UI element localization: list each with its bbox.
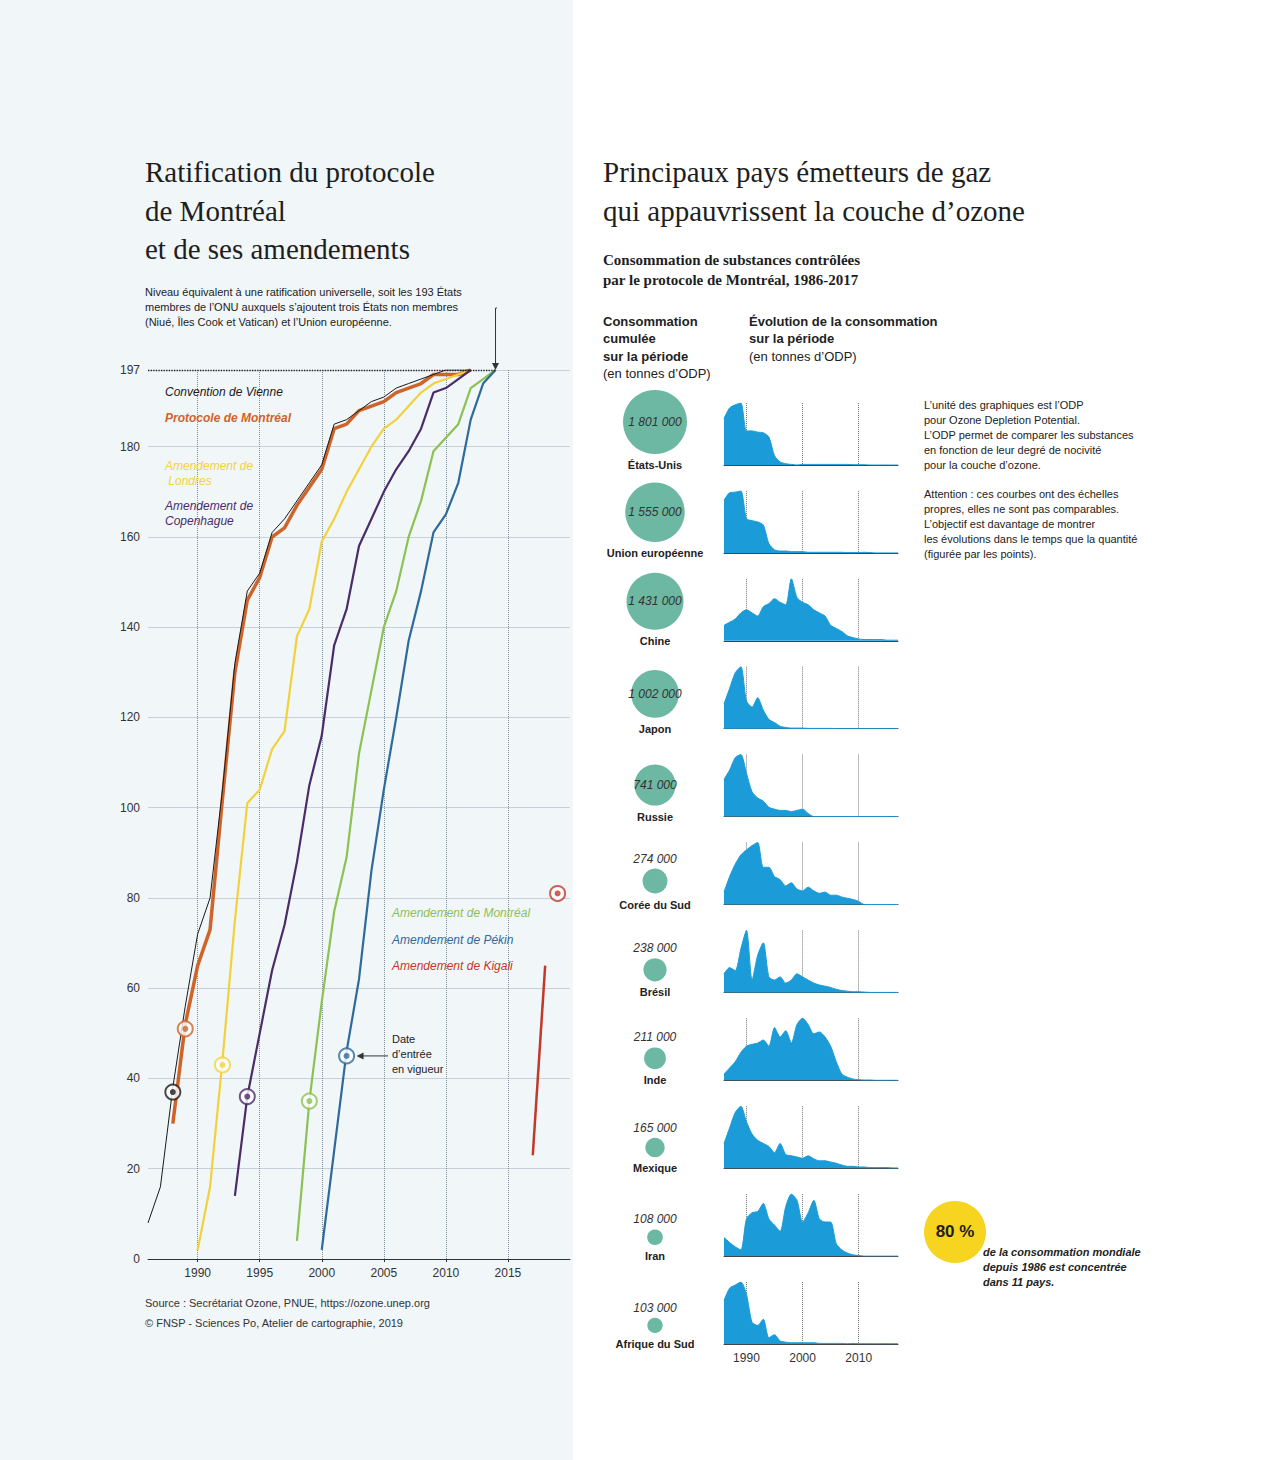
svg-text:1 002 000: 1 002 000 [628,687,682,701]
svg-text:dans 11 pays.: dans 11 pays. [983,1276,1054,1288]
svg-text:Amendement de Pékin: Amendement de Pékin [391,933,514,947]
svg-text:Mexique: Mexique [633,1162,677,1174]
svg-text:2000: 2000 [308,1266,335,1280]
svg-text:2005: 2005 [370,1266,397,1280]
svg-text:274 000: 274 000 [632,852,677,866]
svg-text:197: 197 [120,363,140,377]
svg-text:2000: 2000 [789,1351,816,1365]
svg-text:L’unité des graphiques est l’O: L’unité des graphiques est l’ODP [924,399,1084,411]
svg-text:Convention de Vienne: Convention de Vienne [165,385,283,399]
svg-text:20: 20 [127,1162,141,1176]
svg-text:1990: 1990 [733,1351,760,1365]
svg-text:Consommation: Consommation [603,314,698,329]
svg-text:(en tonnes d’ODP): (en tonnes d’ODP) [603,366,711,381]
svg-text:80 %: 80 % [936,1222,975,1241]
svg-text:140: 140 [120,620,140,634]
svg-text:60: 60 [127,981,141,995]
svg-text:80: 80 [127,891,141,905]
svg-text:120: 120 [120,710,140,724]
svg-text:qui appauvrissent la couche d’: qui appauvrissent la couche d’ozone [603,195,1025,227]
svg-text:membres de l’ONU auxquels s’aj: membres de l’ONU auxquels s’ajoutent tro… [145,301,459,313]
svg-text:sur la période: sur la période [749,331,834,346]
svg-text:1995: 1995 [246,1266,273,1280]
svg-text:Corée du Sud: Corée du Sud [619,899,691,911]
svg-text:États-Unis: États-Unis [628,459,682,471]
svg-text:Niveau équivalent à une ratifi: Niveau équivalent à une ratification uni… [145,286,462,298]
svg-text:en fonction de leur degré de n: en fonction de leur degré de nocivité [924,444,1101,456]
svg-text:Iran: Iran [645,1250,665,1262]
svg-text:2010: 2010 [433,1266,460,1280]
svg-text:0: 0 [133,1252,140,1266]
svg-text:de Montréal: de Montréal [145,195,286,227]
svg-text:et de ses amendements: et de ses amendements [145,233,410,265]
svg-text:108 000: 108 000 [633,1212,677,1226]
svg-text:180: 180 [120,440,140,454]
svg-text:Ratification du protocole: Ratification du protocole [145,156,435,188]
svg-text:Amendement de Kigali: Amendement de Kigali [391,959,513,973]
svg-text:Protocole de Montréal: Protocole de Montréal [165,411,292,425]
svg-text:par le protocole de Montréal,: par le protocole de Montréal, 1986-2017 [603,272,859,288]
svg-text:© FNSP - Sciences Po, Atelier: © FNSP - Sciences Po, Atelier de cartogr… [145,1317,403,1329]
svg-text:Amendement de Montréal: Amendement de Montréal [391,906,530,920]
svg-text:Date: Date [392,1033,415,1045]
svg-text:(figurée par les points).: (figurée par les points). [924,548,1037,560]
svg-text:Chine: Chine [640,635,671,647]
svg-text:2010: 2010 [845,1351,872,1365]
svg-text:Afrique du Sud: Afrique du Sud [616,1338,695,1350]
svg-text:d’entrée: d’entrée [392,1048,432,1060]
svg-text:sur la période: sur la période [603,349,688,364]
svg-text:(en tonnes d’ODP): (en tonnes d’ODP) [749,349,857,364]
svg-text:propres, elles ne sont pas com: propres, elles ne sont pas comparables. [924,503,1119,515]
svg-text:Russie: Russie [637,811,673,823]
svg-text:de la consommation mondiale: de la consommation mondiale [983,1246,1141,1258]
svg-text:1 431 000: 1 431 000 [628,594,682,608]
svg-text:en vigueur: en vigueur [392,1063,444,1075]
svg-text:pour la couche d’ozone.: pour la couche d’ozone. [924,459,1041,471]
svg-text:211 000: 211 000 [633,1030,677,1044]
svg-text:238 000: 238 000 [632,941,677,955]
svg-text:depuis 1986 est concentrée: depuis 1986 est concentrée [983,1261,1127,1273]
svg-text:40: 40 [127,1071,141,1085]
svg-text:les évolutions dans le temps q: les évolutions dans le temps que la quan… [924,533,1137,545]
svg-text:Inde: Inde [644,1074,667,1086]
svg-text:Principaux pays émetteurs de g: Principaux pays émetteurs de gaz [603,156,991,188]
svg-text:L’objectif est davantage de mo: L’objectif est davantage de montrer [924,518,1096,530]
svg-text:160: 160 [120,530,140,544]
svg-text:(Niué, Îles Cook et Vatican) e: (Niué, Îles Cook et Vatican) et l’Union … [145,316,392,328]
svg-text:1990: 1990 [184,1266,211,1280]
svg-text:1 801 000: 1 801 000 [628,415,682,429]
svg-text:Japon: Japon [639,723,672,735]
svg-text:165 000: 165 000 [633,1121,677,1135]
svg-text:Évolution de la consommation: Évolution de la consommation [749,314,938,329]
svg-text:741 000: 741 000 [633,778,677,792]
svg-text:Londres: Londres [165,474,212,488]
svg-text:L’ODP permet de comparer les s: L’ODP permet de comparer les substances [924,429,1134,441]
svg-text:Amendement de: Amendement de [164,499,256,513]
svg-text:Brésil: Brésil [640,986,671,998]
svg-text:cumulée: cumulée [603,331,656,346]
svg-text:103 000: 103 000 [633,1301,677,1315]
svg-text:Source : Secrétariat Ozone, PN: Source : Secrétariat Ozone, PNUE, https:… [145,1297,430,1309]
svg-text:Copenhague: Copenhague [165,514,234,528]
svg-text:2015: 2015 [495,1266,522,1280]
svg-text:Union européenne: Union européenne [607,547,704,559]
svg-text:Attention : ces courbes ont de: Attention : ces courbes ont des échelles [924,488,1119,500]
svg-text:pour Ozone Depletion Potential: pour Ozone Depletion Potential. [924,414,1080,426]
svg-text:Consommation de substances con: Consommation de substances contrôlées [603,252,860,268]
svg-text:Amendement de: Amendement de [164,459,253,473]
svg-text:1 555 000: 1 555 000 [628,505,682,519]
svg-text:100: 100 [120,801,140,815]
